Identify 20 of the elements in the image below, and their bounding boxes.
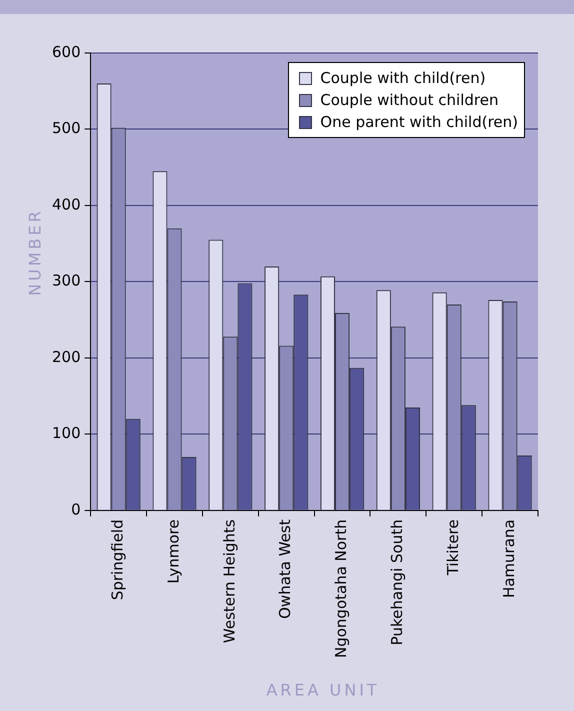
y-tick-label: 200 (52, 348, 81, 366)
y-axis-title: NUMBER (26, 208, 44, 296)
x-tick-label: Hamurana (500, 519, 518, 598)
legend-label: One parent with child(ren) (320, 113, 518, 131)
legend-label: Couple without children (320, 91, 498, 109)
y-tick-label: 100 (52, 424, 81, 442)
y-tick-label: 600 (52, 42, 81, 61)
x-tick-label: Western Heights (220, 519, 238, 644)
legend-label: Couple with child(ren) (320, 69, 486, 87)
x-tick-label: Owhata West (276, 519, 294, 619)
y-tick-label: 400 (52, 195, 81, 214)
x-tick-label: Tikitere (444, 519, 462, 576)
y-tick-label: 300 (52, 272, 81, 290)
x-tick-label: Ngongotaha North (332, 519, 350, 658)
x-tick-label: Pukehangi South (388, 519, 406, 646)
x-tick-label: Springfield (108, 519, 126, 600)
y-tick-label: 500 (52, 119, 81, 138)
x-axis-title: AREA UNIT (266, 680, 380, 700)
y-tick-label: 0 (71, 500, 81, 518)
x-tick-label: Lynmore (164, 519, 182, 584)
